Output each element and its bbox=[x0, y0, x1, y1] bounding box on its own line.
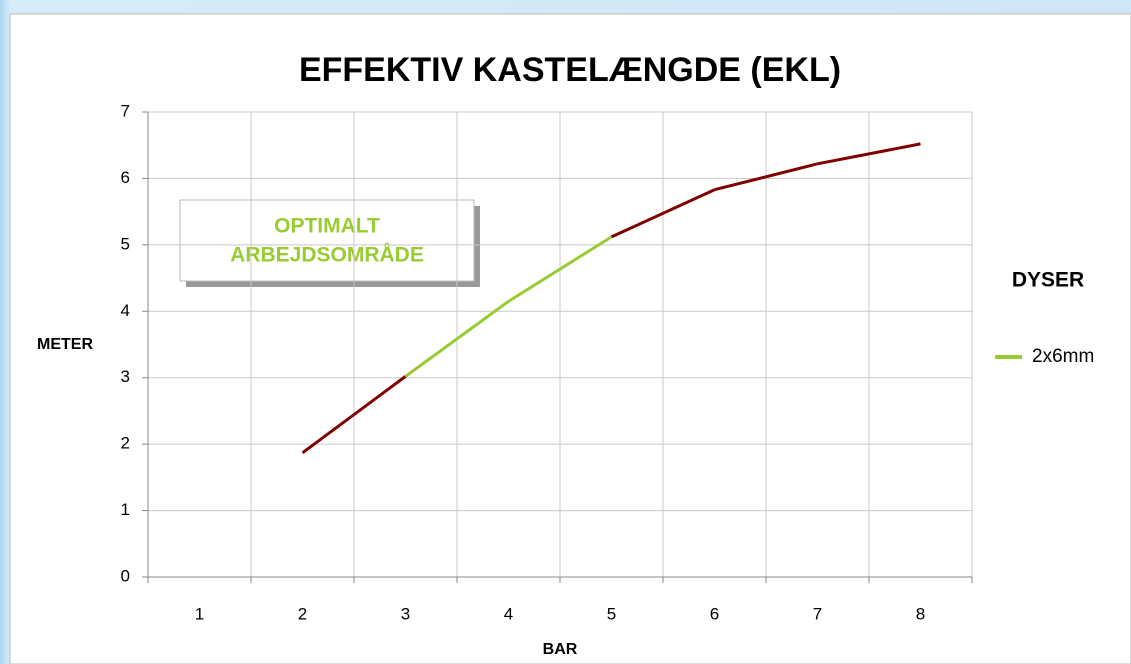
x-tick-label: 7 bbox=[813, 604, 822, 623]
x-tick-label: 3 bbox=[401, 604, 410, 623]
y-tick-label: 2 bbox=[121, 434, 130, 453]
x-tick-label: 6 bbox=[710, 604, 719, 623]
line-segment bbox=[404, 300, 510, 378]
line-segment bbox=[610, 188, 716, 239]
x-tick-label: 2 bbox=[298, 604, 307, 623]
chart-title: EFFEKTIV KASTELÆNGDE (EKL) bbox=[299, 51, 841, 89]
y-tick-label: 5 bbox=[121, 234, 130, 253]
x-tick-label: 5 bbox=[607, 604, 616, 623]
annotation-text: ARBEJDSOMRÅDE bbox=[230, 243, 424, 267]
y-tick-label: 3 bbox=[121, 367, 130, 386]
x-tick-label: 8 bbox=[916, 604, 925, 623]
legend-label: 2x6mm bbox=[1032, 346, 1094, 367]
x-axis-label: BAR bbox=[543, 641, 578, 658]
y-tick-label: 7 bbox=[121, 101, 130, 120]
line-segment bbox=[817, 142, 921, 166]
x-tick-label: 1 bbox=[195, 604, 204, 623]
annotation-box bbox=[179, 199, 475, 282]
x-tick-label: 4 bbox=[504, 604, 513, 623]
y-tick-label: 0 bbox=[121, 566, 130, 585]
line-segment bbox=[301, 375, 407, 454]
line-segment bbox=[714, 162, 818, 192]
annotation-text: OPTIMALT bbox=[274, 215, 380, 238]
chart-panel bbox=[9, 13, 1131, 664]
y-tick-label: 1 bbox=[121, 500, 130, 519]
y-axis-label: METER bbox=[37, 336, 93, 353]
line-segment bbox=[507, 235, 613, 303]
legend-title: DYSER bbox=[1012, 269, 1084, 292]
y-tick-label: 4 bbox=[121, 301, 130, 320]
y-tick-label: 6 bbox=[121, 168, 130, 187]
